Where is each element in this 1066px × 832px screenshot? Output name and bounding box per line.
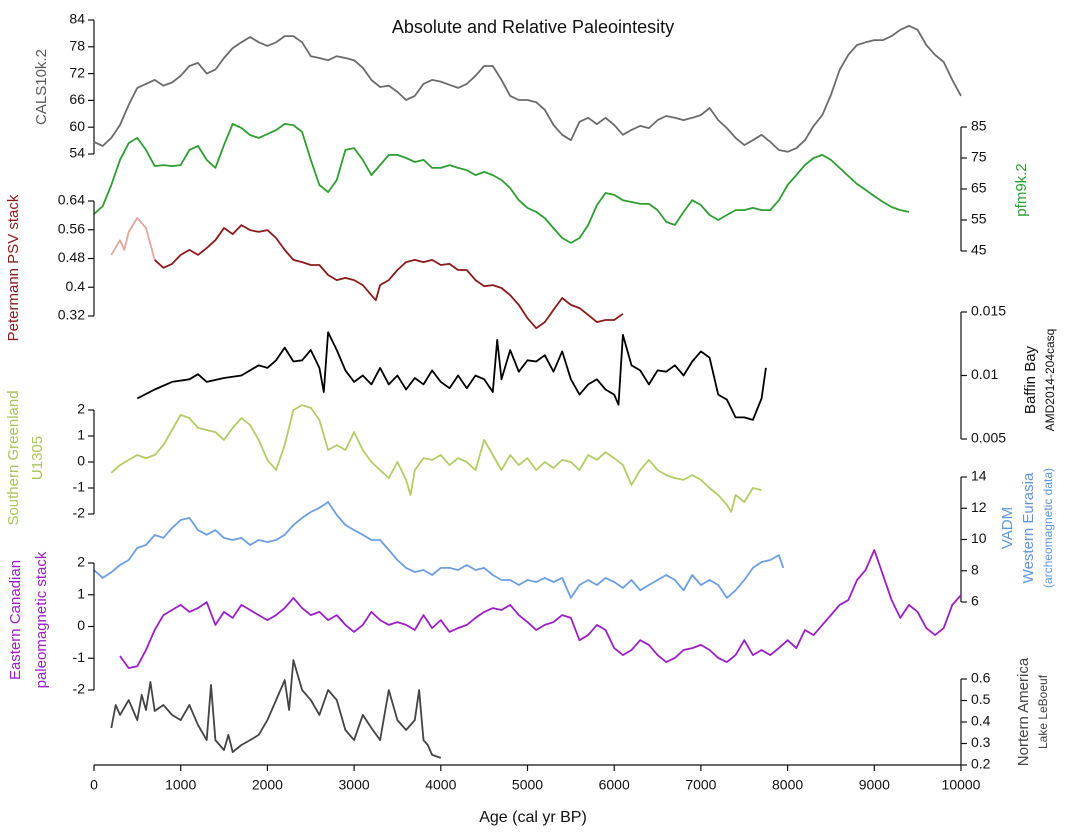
y-axis-title: Baffin Bay	[1022, 345, 1039, 414]
y-tick-label: 54	[69, 145, 85, 161]
data-line	[110, 404, 762, 513]
y-tick-label: 0.5	[971, 691, 991, 707]
chart-title: Absolute and Relative Paleointesity	[392, 17, 674, 37]
y-axis-title: U1305	[29, 436, 46, 480]
y-tick-label: 0	[77, 617, 85, 633]
y-tick-label: -2	[73, 681, 86, 697]
y-tick-label: 0.3	[971, 734, 991, 750]
y-tick-label: 60	[69, 118, 85, 134]
y-tick-label: -2	[73, 505, 86, 521]
y-tick-label: 10	[971, 530, 987, 546]
data-line	[119, 549, 962, 669]
data-line	[93, 24, 962, 153]
y-tick-label: 0.32	[58, 307, 85, 323]
y-tick-label: 8	[971, 561, 979, 577]
y-tick-label: 12	[971, 499, 987, 515]
y-tick-label: 75	[971, 149, 987, 165]
data-line	[110, 659, 442, 759]
y-tick-label: 0.015	[971, 303, 1006, 319]
y-tick-label: 0.005	[971, 430, 1006, 446]
y-tick-label: 0.64	[58, 192, 85, 208]
y-tick-label: 78	[69, 38, 85, 54]
x-tick-label: 2000	[252, 777, 283, 793]
y-axis-title: Lake LeBoeuf	[1036, 674, 1050, 749]
y-axis-title: pfm9k.2	[1013, 163, 1030, 216]
data-line	[93, 123, 910, 244]
y-tick-label: 55	[971, 211, 987, 227]
y-tick-label: 1	[77, 585, 85, 601]
y-axis-title: Eastern Canadian	[7, 560, 24, 680]
y-tick-label: 0	[77, 453, 85, 469]
y-tick-label: 85	[971, 118, 987, 134]
y-axis-title: Petermann PSV stack	[5, 194, 22, 341]
y-tick-label: 14	[971, 468, 987, 484]
x-tick-label: 5000	[512, 777, 543, 793]
y-tick-label: 66	[69, 91, 85, 107]
x-axis-title: Age (cal yr BP)	[479, 809, 587, 826]
y-axis-title: Western Eurasia	[1020, 472, 1037, 583]
y-tick-label: -1	[73, 479, 86, 495]
y-tick-label: 0.6	[971, 670, 991, 686]
x-tick-label: 9000	[859, 777, 890, 793]
y-axis-title: CALS10k.2	[33, 49, 50, 125]
data-line	[136, 331, 767, 421]
data-line	[110, 217, 156, 261]
y-tick-label: 0.4	[66, 278, 86, 294]
y-tick-label: 84	[69, 11, 85, 27]
x-tick-label: 1000	[165, 777, 196, 793]
y-tick-label: 65	[971, 180, 987, 196]
y-axis-title: VADM	[999, 507, 1016, 549]
y-tick-label: 72	[69, 64, 85, 80]
y-axis-title: Nortern America	[1015, 657, 1032, 766]
y-axis-title: (archeomagnetic data)	[1041, 468, 1055, 588]
data-line	[93, 501, 785, 599]
y-tick-label: 1	[77, 427, 85, 443]
y-tick-label: 0.56	[58, 220, 85, 236]
x-tick-label: 3000	[339, 777, 370, 793]
y-tick-label: 2	[77, 554, 85, 570]
x-tick-label: 0	[90, 777, 98, 793]
y-tick-label: 0.2	[971, 756, 991, 772]
y-tick-label: 2	[77, 401, 85, 417]
x-tick-label: 8000	[772, 777, 803, 793]
y-tick-label: -1	[73, 649, 86, 665]
y-axis-title: Southern Greenland	[5, 390, 22, 525]
y-tick-label: 6	[971, 593, 979, 609]
y-tick-label: 0.01	[971, 366, 998, 382]
x-tick-label: 7000	[685, 777, 716, 793]
x-tick-label: 10000	[942, 777, 981, 793]
y-tick-label: 0.48	[58, 249, 85, 265]
y-tick-label: 0.4	[971, 713, 991, 729]
x-tick-label: 4000	[425, 777, 456, 793]
y-tick-label: 45	[971, 242, 987, 258]
y-axis-title: paleomagnetic stack	[33, 551, 50, 688]
data-line	[154, 224, 624, 330]
x-tick-label: 6000	[599, 777, 630, 793]
y-axis-title: AMD2014-204casq	[1043, 329, 1057, 432]
